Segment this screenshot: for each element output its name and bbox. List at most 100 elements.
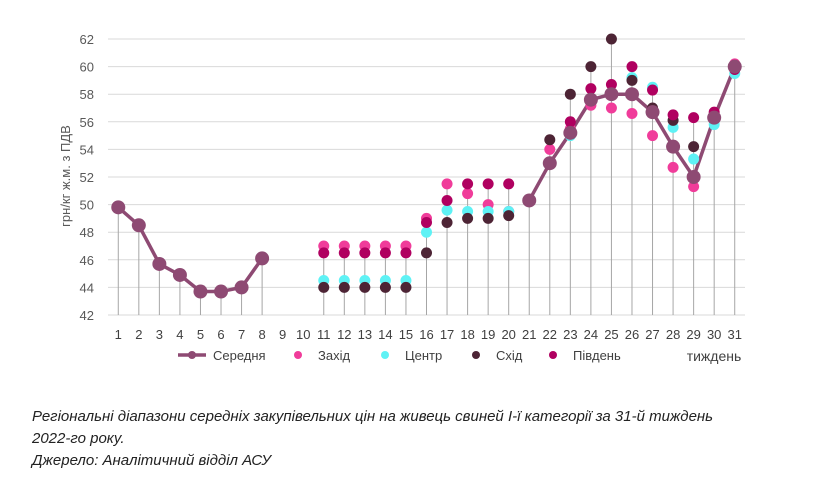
x-tick-label: 27 bbox=[645, 327, 659, 342]
data-point bbox=[583, 92, 598, 107]
x-tick-label: 20 bbox=[501, 327, 515, 342]
data-point bbox=[441, 178, 453, 190]
data-point bbox=[441, 204, 453, 216]
data-point bbox=[131, 218, 146, 233]
data-point bbox=[667, 161, 679, 173]
x-tick-label: 13 bbox=[358, 327, 372, 342]
x-tick-label: 5 bbox=[197, 327, 204, 342]
data-point bbox=[462, 178, 474, 190]
data-point bbox=[193, 284, 208, 299]
data-point bbox=[462, 212, 474, 224]
data-point bbox=[503, 178, 515, 190]
x-tick-label: 7 bbox=[238, 327, 245, 342]
data-point bbox=[482, 212, 494, 224]
x-tick-label: 8 bbox=[258, 327, 265, 342]
data-point bbox=[707, 110, 722, 125]
grid-lines bbox=[108, 38, 745, 316]
data-point bbox=[605, 79, 617, 91]
legend-marker bbox=[188, 351, 196, 359]
data-point bbox=[462, 188, 474, 200]
data-point bbox=[727, 59, 742, 74]
data-point bbox=[688, 153, 700, 165]
caption-line-3: Джерело: Аналітичний відділ АСУ bbox=[32, 452, 271, 469]
legend-label: Захід bbox=[318, 348, 350, 363]
data-point bbox=[359, 281, 371, 293]
y-tick-label: 46 bbox=[80, 253, 94, 268]
data-point bbox=[482, 178, 494, 190]
data-point bbox=[564, 88, 576, 100]
x-tick-label: 3 bbox=[156, 327, 163, 342]
data-point bbox=[441, 217, 453, 229]
x-tick-label: 17 bbox=[440, 327, 454, 342]
y-tick-label: 44 bbox=[80, 280, 94, 295]
data-point bbox=[666, 139, 681, 154]
x-tick-label: 30 bbox=[707, 327, 721, 342]
data-point bbox=[605, 33, 617, 45]
x-tick-label: 16 bbox=[419, 327, 433, 342]
data-point bbox=[255, 251, 270, 266]
y-tick-label: 54 bbox=[80, 142, 94, 157]
y-tick-label: 56 bbox=[80, 115, 94, 130]
legend-marker bbox=[549, 351, 557, 359]
x-tick-label: 26 bbox=[625, 327, 639, 342]
y-tick-label: 48 bbox=[80, 225, 94, 240]
data-point bbox=[688, 141, 700, 153]
drop-lines bbox=[117, 39, 736, 315]
legend-marker bbox=[472, 351, 480, 359]
data-point bbox=[645, 105, 660, 120]
x-tick-label: 19 bbox=[481, 327, 495, 342]
data-point bbox=[544, 134, 556, 146]
data-point bbox=[172, 267, 187, 282]
data-point bbox=[503, 210, 515, 222]
x-tick-label: 31 bbox=[727, 327, 741, 342]
data-point bbox=[318, 247, 330, 259]
data-point bbox=[626, 108, 638, 120]
data-point bbox=[338, 247, 350, 259]
data-point bbox=[686, 170, 701, 184]
data-point bbox=[585, 61, 597, 73]
series-markers bbox=[111, 33, 742, 299]
legend-label: Південь bbox=[573, 348, 621, 363]
x-tick-label: 14 bbox=[378, 327, 392, 342]
legend-marker bbox=[294, 351, 302, 359]
y-axis-ticks: 42 44 46 48 50 52 54 56 58 60 62 bbox=[80, 32, 94, 323]
data-point bbox=[214, 284, 229, 299]
data-point bbox=[563, 125, 578, 140]
x-tick-label: 11 bbox=[317, 327, 331, 342]
x-tick-label: 15 bbox=[399, 327, 413, 342]
data-point bbox=[626, 74, 638, 86]
data-point bbox=[400, 247, 412, 259]
data-point bbox=[604, 87, 619, 102]
data-point bbox=[234, 280, 249, 295]
x-tick-label: 12 bbox=[337, 327, 351, 342]
data-point bbox=[667, 109, 679, 121]
x-tick-label: 9 bbox=[279, 327, 286, 342]
y-tick-label: 60 bbox=[80, 60, 94, 75]
legend-marker bbox=[381, 351, 389, 359]
legend-label: Схід bbox=[496, 348, 523, 363]
x-tick-label: 2 bbox=[135, 327, 142, 342]
x-axis-label: тиждень bbox=[687, 348, 742, 364]
caption-line-2: 2022-го року. bbox=[32, 430, 125, 447]
y-tick-label: 58 bbox=[80, 87, 94, 102]
data-point bbox=[421, 217, 432, 229]
legend-label: Центр bbox=[405, 348, 442, 363]
data-point bbox=[379, 281, 391, 293]
data-point bbox=[564, 116, 576, 128]
legend-label: Середня bbox=[213, 348, 266, 363]
data-point bbox=[585, 83, 597, 95]
data-point bbox=[688, 181, 700, 193]
x-tick-label: 25 bbox=[604, 327, 618, 342]
x-tick-label: 22 bbox=[543, 327, 557, 342]
caption-line-1: Регіональні діапазони середніх закупівел… bbox=[32, 408, 714, 425]
x-tick-label: 1 bbox=[115, 327, 122, 342]
y-tick-label: 62 bbox=[80, 32, 94, 47]
x-tick-label: 29 bbox=[686, 327, 700, 342]
y-tick-label: 42 bbox=[80, 308, 94, 323]
x-tick-label: 23 bbox=[563, 327, 577, 342]
data-point bbox=[688, 112, 700, 124]
data-point bbox=[111, 200, 126, 215]
data-point bbox=[544, 143, 556, 155]
data-point bbox=[605, 102, 617, 114]
